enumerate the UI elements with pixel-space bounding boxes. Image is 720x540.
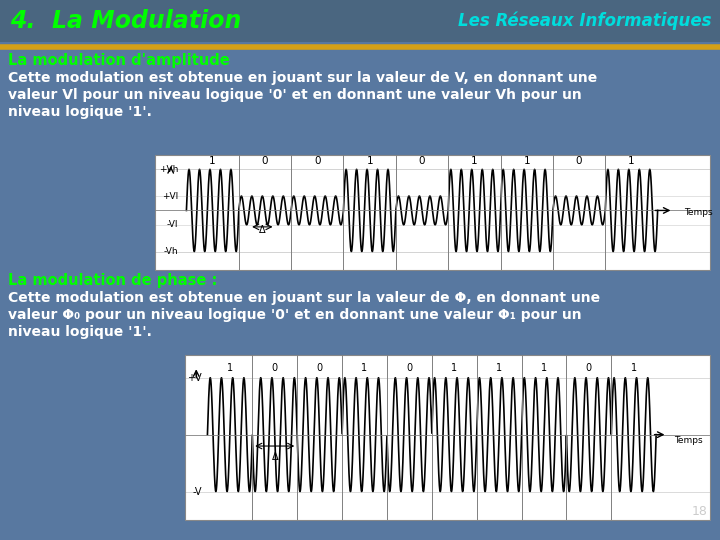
Text: 0: 0 — [314, 156, 320, 166]
Text: valeur Φ₀ pour un niveau logique '0' et en donnant une valeur Φ₁ pour un: valeur Φ₀ pour un niveau logique '0' et … — [8, 308, 582, 322]
Text: 0: 0 — [271, 363, 278, 373]
Text: 1: 1 — [523, 156, 530, 166]
Text: 1: 1 — [366, 156, 373, 166]
Text: 0: 0 — [261, 156, 269, 166]
Text: +V: +V — [187, 373, 202, 383]
Text: 4.  La Modulation: 4. La Modulation — [10, 9, 241, 33]
Text: 0: 0 — [317, 363, 323, 373]
Text: 1: 1 — [451, 363, 457, 373]
Text: +Vh: +Vh — [159, 165, 179, 174]
Text: -Vh: -Vh — [164, 247, 179, 256]
Text: 1: 1 — [541, 363, 547, 373]
Text: -Vl: -Vl — [167, 220, 179, 230]
Text: 0: 0 — [576, 156, 582, 166]
Text: Cette modulation est obtenue en jouant sur la valeur de V, en donnant une: Cette modulation est obtenue en jouant s… — [8, 71, 598, 85]
Text: 1: 1 — [471, 156, 477, 166]
Text: 1: 1 — [628, 156, 635, 166]
FancyBboxPatch shape — [185, 355, 710, 520]
Text: 0: 0 — [419, 156, 426, 166]
Text: 1: 1 — [631, 363, 636, 373]
Text: +Vl: +Vl — [162, 192, 179, 200]
Text: -V: -V — [192, 487, 202, 497]
Text: Les Réseaux Informatiques: Les Réseaux Informatiques — [459, 12, 712, 30]
Text: valeur Vl pour un niveau logique '0' et en donnant une valeur Vh pour un: valeur Vl pour un niveau logique '0' et … — [8, 88, 582, 102]
Text: Δ: Δ — [259, 225, 266, 235]
FancyBboxPatch shape — [155, 155, 710, 270]
FancyBboxPatch shape — [0, 0, 720, 42]
Text: 1: 1 — [496, 363, 502, 373]
Text: niveau logique '1'.: niveau logique '1'. — [8, 105, 152, 119]
Text: 18: 18 — [692, 505, 708, 518]
Text: 0: 0 — [406, 363, 413, 373]
Text: 1: 1 — [227, 363, 233, 373]
Text: Temps: Temps — [674, 436, 703, 445]
Text: 1: 1 — [210, 156, 216, 166]
Text: Cette modulation est obtenue en jouant sur la valeur de Φ, en donnant une: Cette modulation est obtenue en jouant s… — [8, 291, 600, 305]
Text: Temps: Temps — [684, 208, 713, 218]
Text: niveau logique '1'.: niveau logique '1'. — [8, 325, 152, 339]
Text: 0: 0 — [586, 363, 592, 373]
Text: 1: 1 — [361, 363, 367, 373]
Text: La modulation d'amplitude: La modulation d'amplitude — [8, 53, 230, 68]
Text: Δ: Δ — [271, 453, 278, 462]
Text: La modulation de phase :: La modulation de phase : — [8, 273, 217, 288]
